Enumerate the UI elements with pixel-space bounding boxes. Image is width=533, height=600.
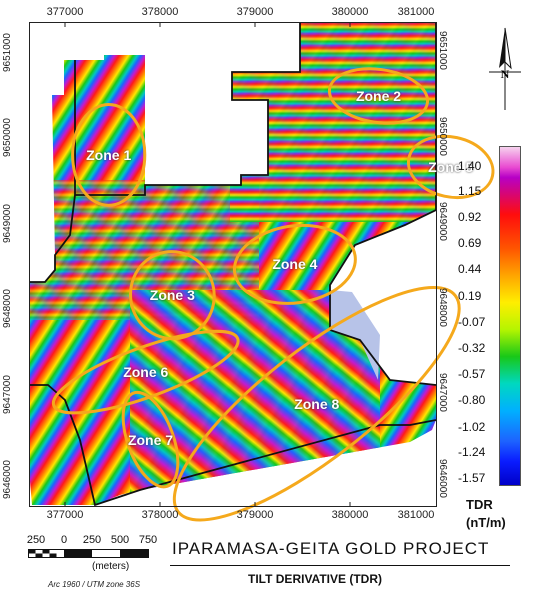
y-tick-right-1: 9651000 [437,31,448,70]
map-subtitle: TILT DERIVATIVE (TDR) [248,572,382,586]
low-density-area [330,290,380,380]
x-tick-top-3: 379000 [236,6,274,18]
y-tick-right-3: 9649000 [437,202,448,241]
zone-5-outline [406,134,495,199]
legend-value: -1.24 [458,445,486,459]
zone-7-label: Zone 7 [127,431,174,448]
legend-value: -0.80 [458,393,486,407]
y-tick-right-4: 9648000 [437,288,448,327]
zone-3-label: Zone 3 [149,287,195,304]
legend-value: 0.19 [458,289,482,303]
zone-8-label: Zone 8 [294,395,340,412]
y-tick-left-6: 9646000 [2,460,13,499]
scale-bar [28,549,149,558]
y-tick-left-2: 9650000 [2,118,13,157]
zone-2-label: Zone 2 [355,87,402,104]
zone-1-label: Zone 1 [86,146,132,163]
zone-8-outline [172,286,461,522]
legend-value: 0.92 [458,210,482,224]
zone-6-outline [51,329,240,415]
x-tick-top-1: 377000 [46,6,84,18]
legend-unit: (nT/m) [466,515,506,530]
legend-value: 0.44 [458,262,482,276]
map-title: IPARAMASA-GEITA GOLD PROJECT [172,539,490,558]
legend-value: -0.07 [458,315,486,329]
legend-value: -0.32 [458,341,486,355]
x-tick-top-4: 380000 [331,6,369,18]
legend-value: -0.57 [458,367,486,381]
legend-value: 1.15 [458,184,482,198]
survey-boundary [29,22,437,507]
zone-3-outline [128,250,216,341]
scale-unit: (meters) [92,561,130,572]
north-arrow-icon: N [489,27,521,110]
zone-7-outline [121,390,180,489]
legend-value: 0.69 [458,236,482,250]
y-tick-left-1: 9651000 [2,33,13,72]
svg-text:N: N [501,67,510,81]
zone-4-outline [232,223,357,305]
tdr-color-scale [499,146,521,486]
x-tick-bottom-3: 379000 [236,509,274,521]
scale-label-250: 250 [82,534,102,546]
legend-value: -1.57 [458,471,486,485]
x-tick-bottom-2: 378000 [141,509,179,521]
x-tick-bottom-4: 380000 [331,509,369,521]
y-tick-right-2: 9650000 [437,117,448,156]
zone-4-label: Zone 4 [272,256,318,273]
projection-note: Arc 1960 / UTM zone 36S [48,580,141,589]
title-divider [170,565,510,566]
scale-label-0: 0 [60,534,68,546]
zone-6-label: Zone 6 [123,364,169,381]
y-tick-left-4: 9648000 [2,289,13,328]
scale-label-750: 750 [138,534,158,546]
zone-2-outline [327,67,430,125]
x-tick-top-5: 381000 [397,6,435,18]
zone-1-outline [71,102,147,207]
y-tick-right-6: 9646000 [437,459,448,498]
x-tick-bottom-5: 381000 [397,509,435,521]
legend-title: TDR [466,497,493,512]
y-tick-left-3: 9649000 [2,204,13,243]
y-tick-right-5: 9647000 [437,373,448,412]
y-tick-left-5: 9647000 [2,375,13,414]
scale-label-500: 500 [110,534,130,546]
legend-value: 1.40 [458,159,482,173]
x-tick-top-2: 378000 [141,6,179,18]
scale-label-250-left: 250 [26,534,46,546]
map-frame [29,22,437,507]
zone-outlines [51,67,495,522]
x-tick-bottom-1: 377000 [46,509,84,521]
zone-5-label: Zone 5 [428,158,474,175]
legend-value: -1.02 [458,420,486,434]
